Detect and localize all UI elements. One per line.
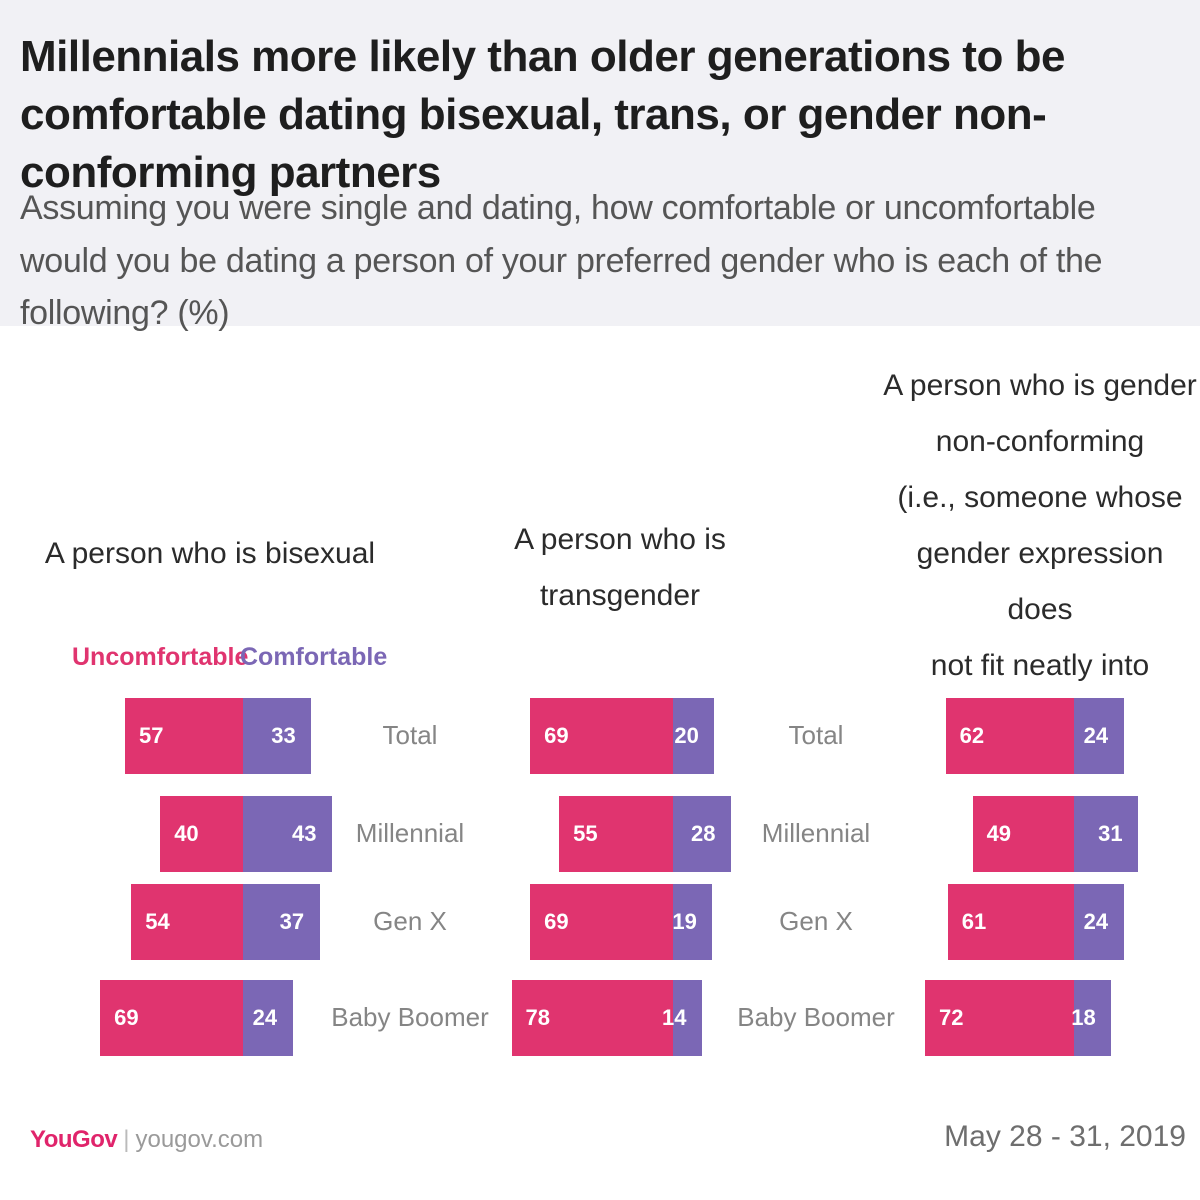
data-label-comfortable: 33 xyxy=(271,723,296,748)
bar-comfortable xyxy=(673,796,731,872)
bar-uncomfortable xyxy=(945,698,1074,774)
bar-comfortable xyxy=(243,796,332,872)
data-label-comfortable: 24 xyxy=(1083,723,1109,748)
yougov-logo: YouGov | yougov.com xyxy=(30,1126,263,1154)
bar-uncomfortable xyxy=(125,698,243,774)
data-label-uncomfortable: 69 xyxy=(544,723,569,748)
chart-subtitle: Assuming you were single and dating, how… xyxy=(20,189,1103,333)
bar-uncomfortable xyxy=(131,884,243,960)
data-label-comfortable: 37 xyxy=(279,909,305,934)
logo-separator: | xyxy=(123,1126,130,1153)
bar-comfortable xyxy=(243,980,293,1056)
bar-uncomfortable xyxy=(160,796,243,872)
data-label-uncomfortable: 57 xyxy=(139,723,164,748)
bar-comfortable xyxy=(673,698,715,774)
bar-uncomfortable xyxy=(530,884,673,960)
data-label-comfortable: 14 xyxy=(661,1005,687,1030)
survey-date: May 28 - 31, 2019 xyxy=(944,1120,1186,1153)
logo-brand: YouGov xyxy=(30,1126,118,1153)
bar-uncomfortable xyxy=(511,980,673,1056)
data-label-comfortable: 24 xyxy=(252,1005,278,1030)
category-label: Millennial xyxy=(761,818,871,848)
bar-comfortable xyxy=(1074,796,1139,872)
data-label-comfortable: 31 xyxy=(1098,821,1123,846)
data-label-comfortable: 28 xyxy=(690,821,716,846)
data-label-uncomfortable: 54 xyxy=(145,909,170,934)
data-label-uncomfortable: 55 xyxy=(573,821,598,846)
bar-uncomfortable xyxy=(100,980,243,1056)
data-label-uncomfortable: 69 xyxy=(544,909,569,934)
bar-comfortable xyxy=(243,884,320,960)
legend-uncomfortable: Uncomfortable xyxy=(72,643,249,671)
bar-uncomfortable xyxy=(559,796,673,872)
data-label-uncomfortable: 78 xyxy=(525,1005,551,1030)
legend-comfortable: Comfortable xyxy=(240,643,388,671)
data-label-comfortable: 18 xyxy=(1071,1005,1096,1030)
bar-comfortable xyxy=(673,884,713,960)
category-label: Total xyxy=(788,720,844,750)
bar-comfortable xyxy=(1074,698,1124,774)
data-label-uncomfortable: 61 xyxy=(961,909,987,934)
category-label: Gen X xyxy=(779,906,853,936)
data-label-comfortable: 24 xyxy=(1083,909,1109,934)
chart-title: Millennials more likely than older gener… xyxy=(20,32,1065,198)
bar-uncomfortable xyxy=(924,980,1074,1056)
bar-uncomfortable xyxy=(972,796,1074,872)
data-label-uncomfortable: 69 xyxy=(114,1005,139,1030)
category-label: Gen X xyxy=(373,906,447,936)
category-label: Total xyxy=(382,720,438,750)
data-label-comfortable: 43 xyxy=(292,821,317,846)
bar-uncomfortable xyxy=(947,884,1074,960)
logo-url: yougov.com xyxy=(135,1126,264,1153)
bar-comfortable xyxy=(243,698,312,774)
category-label: Baby Boomer xyxy=(737,1002,895,1032)
panel-title-bisexual: A person who is bisexual xyxy=(44,537,376,570)
data-label-comfortable: 20 xyxy=(674,723,699,748)
panel-title-gender-non-conforming: A person who is gender non-conforming (i.e… xyxy=(883,369,1197,738)
data-label-uncomfortable: 49 xyxy=(986,821,1012,846)
data-label-uncomfortable: 72 xyxy=(938,1005,964,1030)
header-band: Millennials more likely than older gener… xyxy=(0,0,1200,332)
bar-comfortable xyxy=(1074,884,1124,960)
bar-uncomfortable xyxy=(530,698,673,774)
panel-title-transgender: A person who is transgender xyxy=(514,523,726,612)
category-label: Millennial xyxy=(355,818,465,848)
category-label: Baby Boomer xyxy=(331,1002,489,1032)
bar-comfortable xyxy=(1074,980,1112,1056)
bar-comfortable xyxy=(673,980,702,1056)
data-label-uncomfortable: 62 xyxy=(959,723,985,748)
data-label-uncomfortable: 40 xyxy=(174,821,199,846)
data-label-comfortable: 19 xyxy=(672,909,697,934)
